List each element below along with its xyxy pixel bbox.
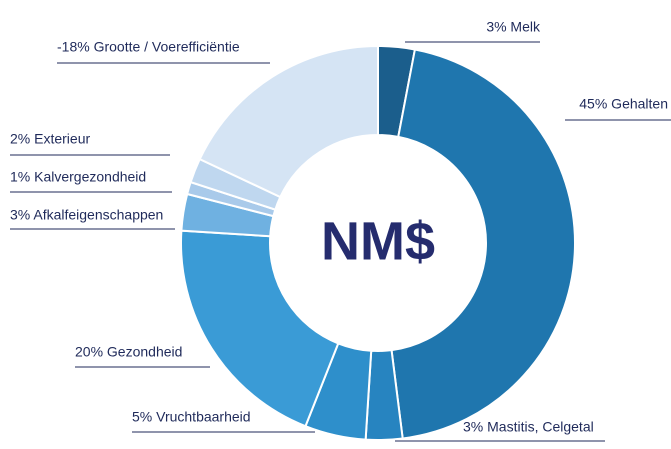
donut-segment [390,48,576,440]
segment-label: 2% Exterieur [10,131,90,147]
segment-label: 45% Gehalten [579,96,668,112]
donut-segment [180,229,340,428]
segment-label: 3% Mastitis, Celgetal [463,419,594,435]
segment-label: 5% Vruchtbaarheid [132,409,251,425]
segment-label: 20% Gezondheid [75,344,182,360]
segment-label: 3% Melk [486,19,541,35]
segment-label: -18% Grootte / Voerefficiëntie [57,39,240,55]
donut-segment [198,44,379,199]
segment-label: 3% Afkalfeigenschappen [10,207,163,223]
center-label: NM$ [321,211,435,271]
segment-label: 1% Kalvergezondheid [10,169,146,185]
